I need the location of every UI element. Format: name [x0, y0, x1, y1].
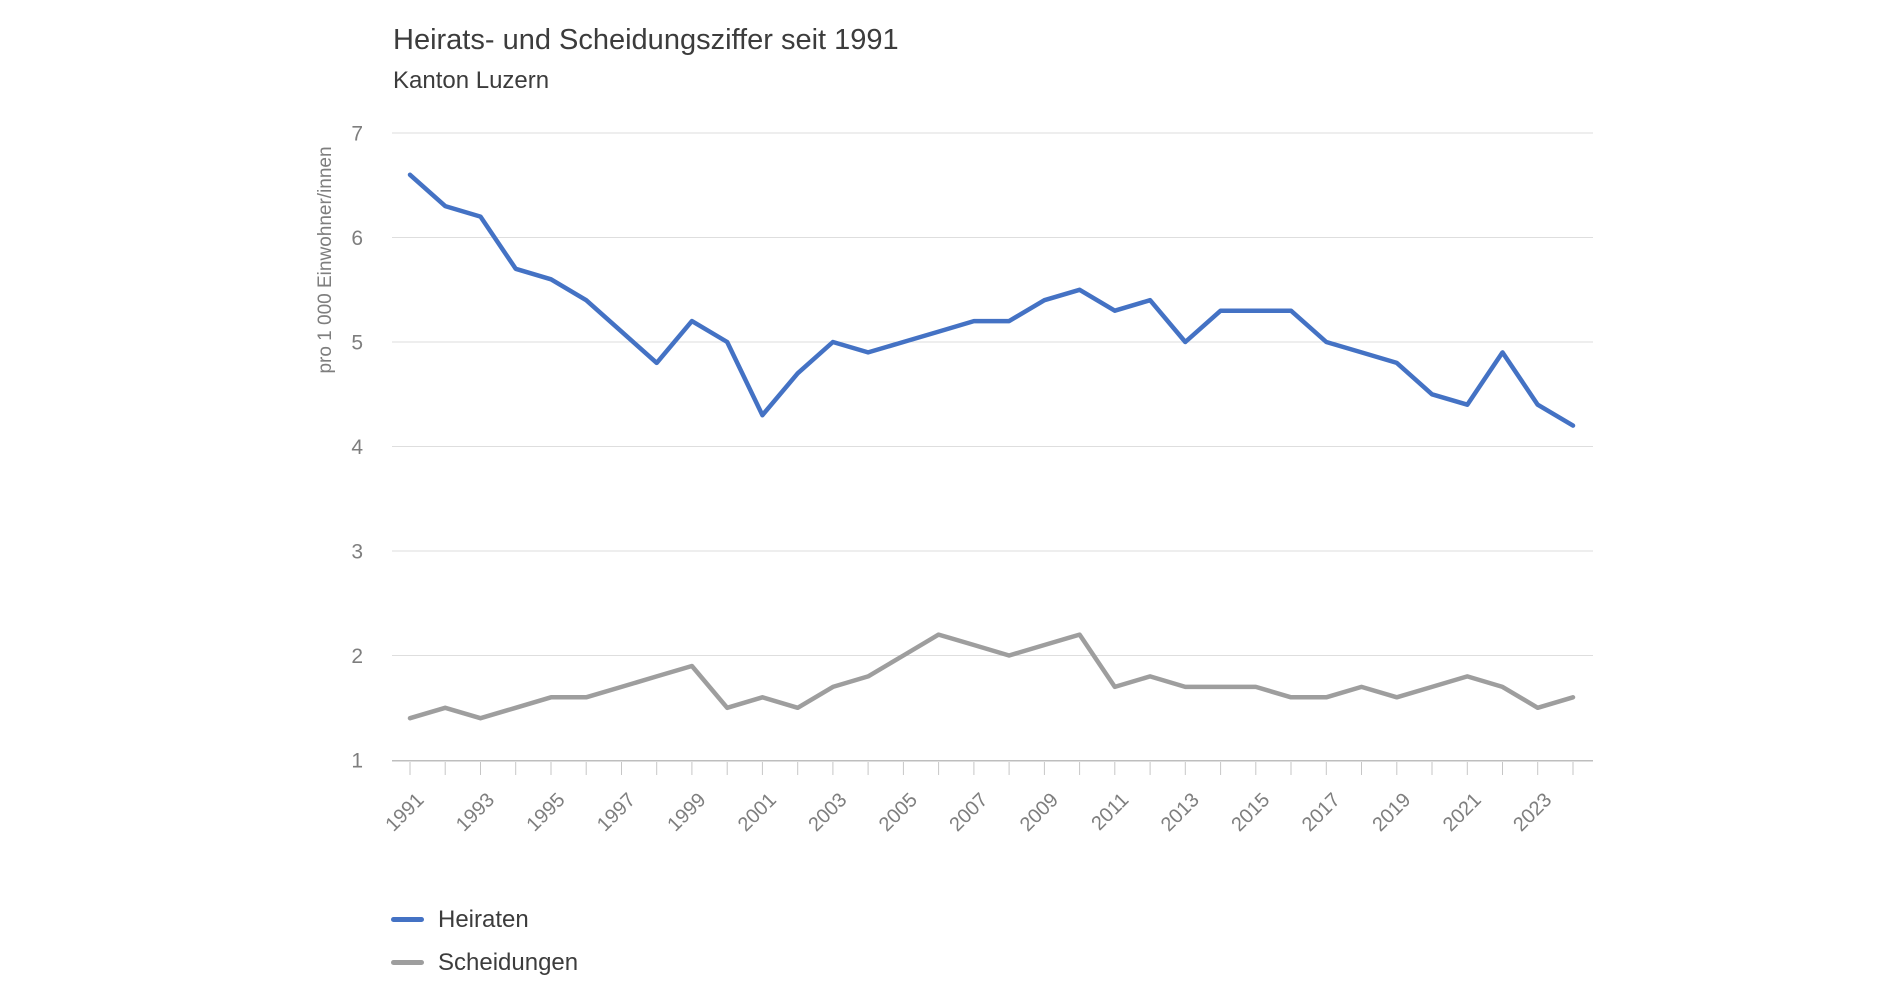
x-tick-label: 2013 — [1157, 789, 1204, 836]
y-tick-label: 1 — [351, 750, 363, 773]
series-line-heiraten[interactable] — [407, 172, 1576, 428]
chart-title: Heirats- und Scheidungsziffer seit 1991 — [393, 24, 899, 56]
x-tick-label: 2021 — [1439, 789, 1486, 836]
x-tick-label: 2019 — [1368, 789, 1415, 836]
x-tick-label: 2007 — [945, 789, 992, 836]
legend-label-heiraten: Heiraten — [438, 905, 529, 933]
y-tick-label: 4 — [351, 436, 363, 459]
scheidungen-swatch — [391, 960, 424, 965]
legend-label-scheidungen: Scheidungen — [438, 948, 579, 976]
y-tick-label: 7 — [351, 123, 363, 146]
x-tick-label: 1993 — [452, 789, 499, 836]
legend-item-scheidungen[interactable]: Scheidungen — [391, 946, 578, 979]
x-tick-label: 2001 — [734, 789, 781, 836]
x-tick-label: 1997 — [593, 789, 640, 836]
y-tick-label: 3 — [351, 541, 363, 564]
legend: Heiraten Scheidungen — [391, 903, 578, 989]
y-tick-label: 5 — [351, 332, 363, 355]
x-tick-label: 2011 — [1087, 789, 1133, 835]
series-line-scheidungen[interactable] — [407, 632, 1576, 721]
heiraten-swatch — [391, 917, 424, 922]
x-tick-label: 2005 — [875, 789, 922, 836]
x-tick-label: 1995 — [523, 789, 570, 836]
x-tick-label: 2023 — [1509, 789, 1556, 836]
x-tick-label: 2017 — [1298, 789, 1345, 836]
x-tick-label: 2009 — [1016, 789, 1063, 836]
x-tick-label: 1999 — [663, 789, 710, 836]
legend-item-heiraten[interactable]: Heiraten — [391, 903, 578, 936]
x-tick-label: 2015 — [1227, 789, 1274, 836]
x-tick-label: 1991 — [382, 789, 429, 836]
x-tick-label: 2003 — [804, 789, 851, 836]
y-tick-label: 2 — [351, 645, 363, 668]
chart-subtitle: Kanton Luzern — [393, 67, 550, 94]
y-tick-label: 6 — [351, 227, 363, 250]
